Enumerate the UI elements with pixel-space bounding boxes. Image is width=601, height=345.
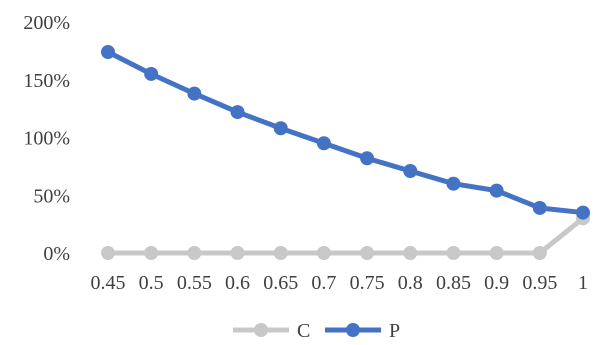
data-point [273, 121, 288, 136]
data-point [187, 86, 202, 101]
series-C [101, 211, 590, 260]
data-point [360, 246, 375, 260]
series-layer [101, 45, 590, 260]
x-tick-label: 0.45 [91, 272, 126, 294]
data-point [446, 176, 461, 191]
data-point [273, 246, 288, 260]
x-tick-label: 0.5 [139, 272, 164, 294]
legend-marker [346, 323, 360, 337]
x-tick-label: 0.7 [311, 272, 336, 294]
x-tick-label: 0.9 [484, 272, 509, 294]
x-tick-label: 0.55 [177, 272, 212, 294]
y-tick-label: 50% [33, 185, 70, 207]
data-point [316, 136, 331, 151]
x-tick-label: 0.75 [350, 272, 385, 294]
data-point [489, 246, 504, 260]
data-point [489, 183, 504, 198]
x-tick-label: 0.8 [398, 272, 423, 294]
data-point [144, 66, 159, 81]
legend-label: P [389, 320, 400, 342]
series-line [105, 215, 586, 256]
x-tick-label: 0.65 [263, 272, 298, 294]
x-tick-label: 1 [578, 272, 588, 294]
y-axis-tick-labels: 0% 50% 100% 150% 200% [23, 12, 70, 265]
x-tick-label: 0.95 [522, 272, 557, 294]
data-point [403, 246, 418, 260]
x-tick-label: 0.6 [225, 272, 250, 294]
legend-item-P: P [325, 320, 400, 342]
data-point [532, 200, 547, 215]
data-point [187, 246, 202, 260]
y-tick-label: 200% [23, 12, 70, 34]
legend-item-C: C [233, 320, 310, 342]
y-tick-label: 0% [43, 243, 70, 265]
legend-marker [254, 323, 268, 337]
data-point [446, 246, 461, 260]
data-point [532, 246, 547, 260]
series-line [105, 49, 586, 216]
data-point [144, 246, 159, 260]
y-tick-label: 100% [23, 128, 70, 150]
data-point [230, 105, 245, 120]
data-point [316, 246, 331, 260]
data-point [576, 205, 590, 220]
y-tick-label: 150% [23, 70, 70, 92]
legend-label: C [297, 320, 310, 342]
series-P [101, 45, 590, 220]
data-point [101, 45, 115, 60]
x-tick-label: 0.85 [436, 272, 471, 294]
data-point [360, 151, 375, 166]
data-point [403, 163, 418, 178]
x-axis-tick-labels: 0.45 0.5 0.55 0.6 0.65 0.7 0.75 0.8 0.85 0.9 0.95 1 [91, 272, 589, 294]
data-point [101, 246, 115, 260]
data-point [230, 246, 245, 260]
